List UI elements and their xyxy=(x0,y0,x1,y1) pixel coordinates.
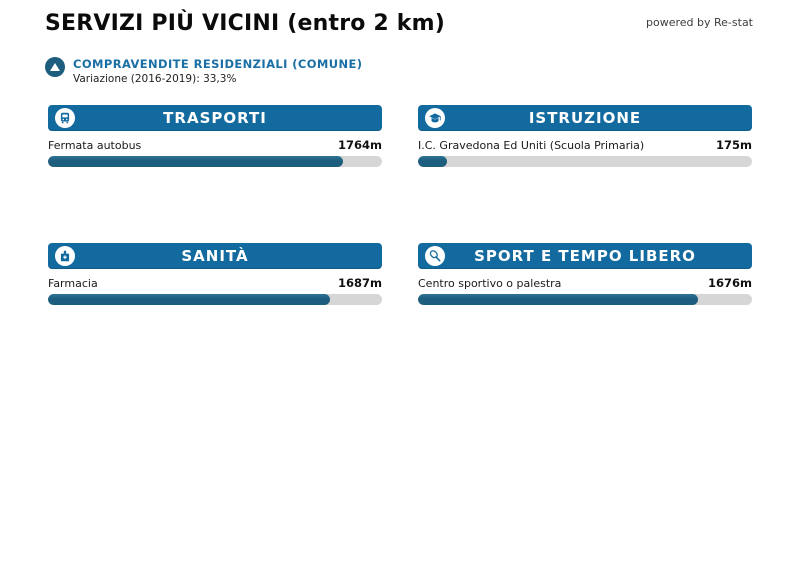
panel-sport-title: SPORT E TEMPO LIBERO xyxy=(474,247,696,265)
panel-istruzione-header: ISTRUZIONE xyxy=(418,105,752,131)
panel-sport: SPORT E TEMPO LIBERO Centro sportivo o p… xyxy=(418,243,752,305)
panel-sport-header: SPORT E TEMPO LIBERO xyxy=(418,243,752,269)
distance-bar-track xyxy=(48,156,382,167)
service-label: I.C. Gravedona Ed Uniti (Scuola Primaria… xyxy=(418,139,645,152)
bus-icon xyxy=(55,108,75,128)
distance-bar-fill xyxy=(48,156,343,167)
service-distance: 175m xyxy=(716,138,752,152)
distance-bar-fill xyxy=(418,294,698,305)
subtitle-variation: Variazione (2016-2019): 33,3% xyxy=(73,73,237,85)
panel-istruzione: ISTRUZIONE I.C. Gravedona Ed Uniti (Scuo… xyxy=(418,105,752,167)
distance-bar-track xyxy=(418,156,752,167)
distance-bar-track xyxy=(48,294,382,305)
school-icon xyxy=(425,108,445,128)
powered-by-label: powered by Re-stat xyxy=(646,16,753,29)
service-label: Centro sportivo o palestra xyxy=(418,277,562,290)
panel-trasporti-title: TRASPORTI xyxy=(163,109,267,127)
context-subtitle: COMPRAVENDITE RESIDENZIALI (COMUNE) Vari… xyxy=(45,57,362,85)
panel-sanita-title: SANITÀ xyxy=(181,247,249,265)
hospital-icon xyxy=(55,246,75,266)
service-label: Farmacia xyxy=(48,277,98,290)
panel-trasporti-header: TRASPORTI xyxy=(48,105,382,131)
service-distance: 1764m xyxy=(338,138,382,152)
page-title: SERVIZI PIÙ VICINI (entro 2 km) xyxy=(45,11,446,36)
service-item: Centro sportivo o palestra 1676m xyxy=(418,276,752,290)
service-panels-grid: TRASPORTI Fermata autobus 1764m ISTRUZIO… xyxy=(48,105,752,305)
panel-sanita-header: SANITÀ xyxy=(48,243,382,269)
subtitle-label: COMPRAVENDITE RESIDENZIALI (COMUNE) xyxy=(73,57,363,71)
panel-trasporti: TRASPORTI Fermata autobus 1764m xyxy=(48,105,382,167)
distance-bar-fill xyxy=(48,294,330,305)
service-item: Fermata autobus 1764m xyxy=(48,138,382,152)
report-header: SERVIZI PIÙ VICINI (entro 2 km) powered … xyxy=(45,11,753,36)
distance-bar-fill xyxy=(418,156,448,167)
racket-icon xyxy=(425,246,445,266)
panel-istruzione-title: ISTRUZIONE xyxy=(528,109,642,127)
panel-sanita: SANITÀ Farmacia 1687m xyxy=(48,243,382,305)
service-item: Farmacia 1687m xyxy=(48,276,382,290)
service-distance: 1676m xyxy=(708,276,752,290)
service-label: Fermata autobus xyxy=(48,139,142,152)
service-item: I.C. Gravedona Ed Uniti (Scuola Primaria… xyxy=(418,138,752,152)
distance-bar-track xyxy=(418,294,752,305)
service-distance: 1687m xyxy=(338,276,382,290)
trend-up-icon xyxy=(45,57,65,77)
